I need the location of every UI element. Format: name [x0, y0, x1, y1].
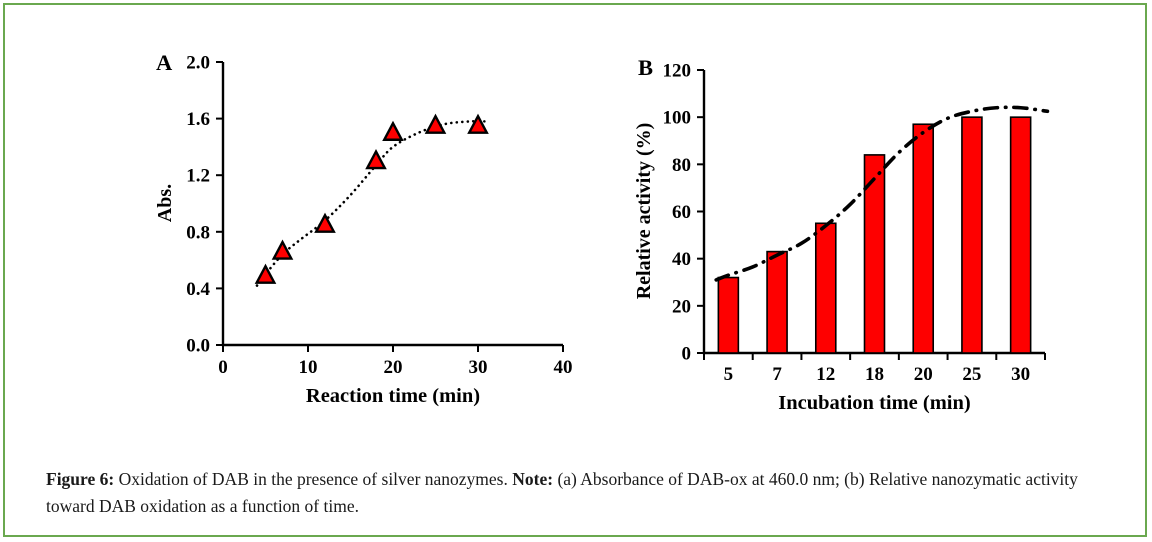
data-point-triangle	[467, 113, 489, 134]
x-tick-label: 20	[384, 357, 403, 378]
x-axis-title: Incubation time (min)	[778, 392, 970, 414]
caption-note-text: (a) Absorbance of DAB-ox at 460.0 nm; (b…	[46, 469, 1078, 516]
bar	[863, 154, 886, 354]
data-point-triangle	[271, 239, 294, 260]
chart-panel-a: 0.0 0.4 0.8 1.2 1.6 2.0 0 10 20 30 40 Reaction time…	[154, 50, 573, 407]
data-point-triangle	[254, 263, 277, 284]
figure-caption: Figure 6: Oxidation of DAB in the presen…	[46, 466, 1110, 519]
y-tick-label: 60	[672, 202, 691, 223]
bar	[814, 222, 837, 354]
y-tick-label: 0.0	[186, 336, 210, 357]
trend-line-dashdot	[714, 105, 1050, 282]
border-frame	[3, 3, 1147, 537]
y-tick-label: 20	[672, 296, 691, 317]
x-category-label: 12	[816, 364, 835, 385]
bar	[912, 123, 935, 354]
data-point-triangle	[424, 113, 447, 134]
bar	[766, 250, 788, 354]
x-tick-label: 40	[554, 357, 573, 378]
axes	[221, 62, 563, 347]
chart-panel-b: 0 20 40 60 80 100 120 5 7 12 18 20 25 30 Incubation ti…	[633, 55, 1050, 414]
y-axis-title: Abs.	[154, 184, 176, 222]
x-axis-title: Reaction time (min)	[306, 385, 480, 407]
y-tick-label: 100	[663, 108, 692, 129]
x-category-label: 25	[962, 364, 981, 385]
x-category-label: 30	[1011, 364, 1030, 385]
y-tick-label: 1.6	[186, 109, 210, 130]
data-point-triangle	[365, 149, 387, 170]
y-tick-label: 2.0	[186, 53, 210, 74]
bar	[717, 276, 740, 354]
y-tick-label: 0.8	[186, 222, 210, 243]
x-category-label: 18	[865, 364, 884, 385]
x-tick-label: 0	[218, 357, 228, 378]
panel-label: B	[638, 55, 653, 80]
y-tick-label: 80	[672, 155, 691, 176]
caption-note-label: Note:	[512, 469, 554, 489]
y-tick-label: 40	[672, 249, 691, 270]
data-point-triangle	[314, 212, 336, 233]
y-tick-label: 120	[663, 61, 692, 82]
trend-line-dotted	[255, 119, 488, 287]
x-category-label: 5	[724, 364, 734, 385]
y-tick-label: 0.4	[186, 279, 210, 300]
panel-label: A	[156, 50, 173, 75]
x-category-label: 7	[772, 364, 782, 385]
bar	[1009, 116, 1032, 354]
caption-figure-label: Figure 6:	[46, 469, 115, 489]
bar	[961, 116, 983, 354]
y-tick-label: 1.2	[186, 166, 210, 187]
x-category-label: 20	[914, 364, 933, 385]
caption-figure-text: Oxidation of DAB in the presence of silv…	[118, 469, 508, 489]
y-axis-title: Relative activity (%)	[633, 123, 655, 300]
data-point-triangle	[382, 120, 404, 141]
y-tick-label: 0	[682, 344, 692, 365]
x-tick-label: 30	[469, 357, 488, 378]
x-tick-label: 10	[299, 357, 318, 378]
